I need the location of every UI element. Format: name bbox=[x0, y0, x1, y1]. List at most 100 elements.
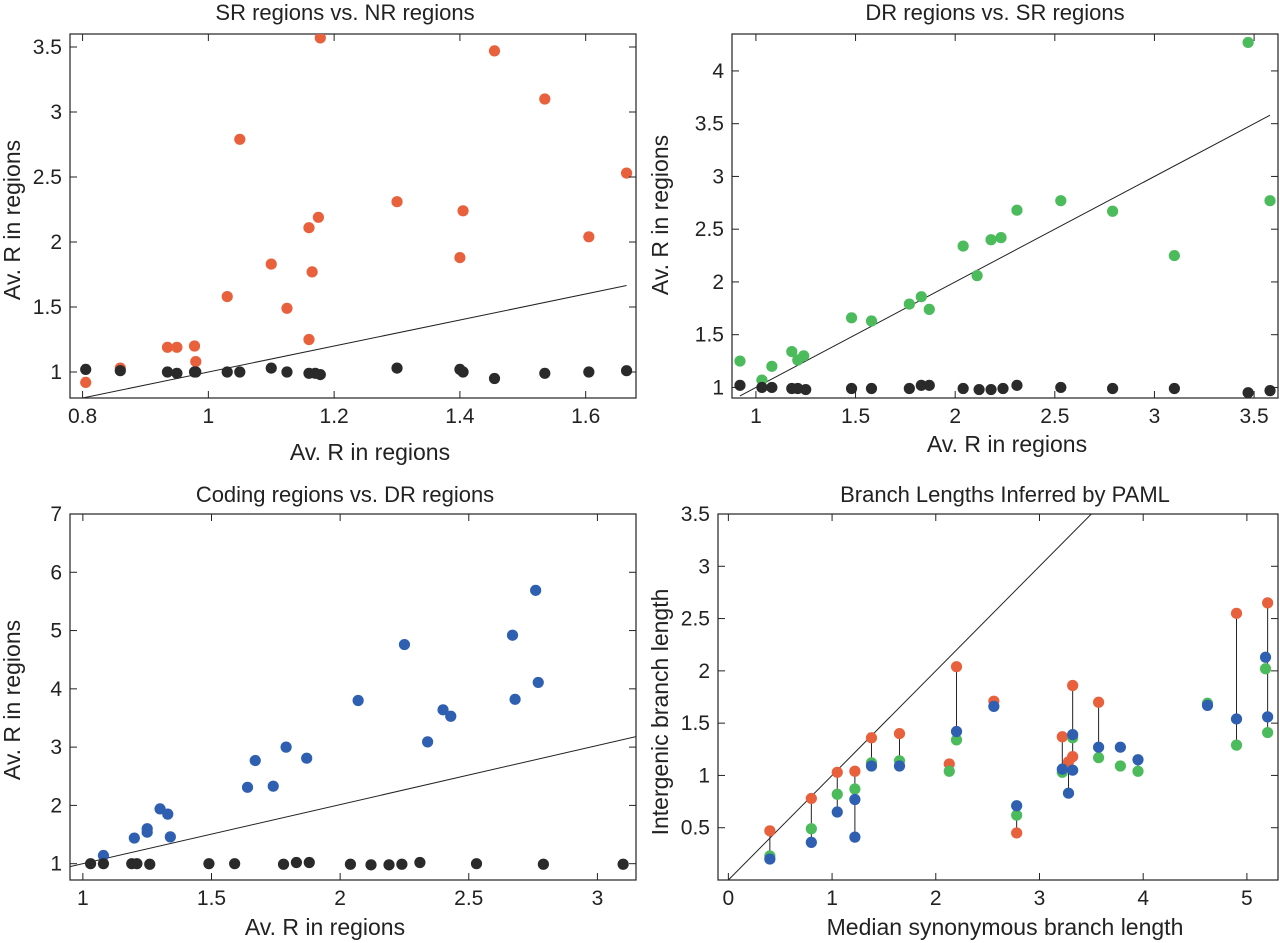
y-axis-label: Av. R in regions bbox=[647, 135, 673, 295]
panel-coding-vs-dr: Coding regions vs. DR regions Av. R in r… bbox=[0, 482, 637, 940]
data-point-green bbox=[845, 312, 858, 324]
data-point-orange bbox=[893, 728, 906, 740]
data-point-blue bbox=[445, 710, 457, 722]
x-tick-label: 1 bbox=[203, 405, 215, 428]
reference-line bbox=[82, 285, 627, 398]
data-point-green bbox=[766, 360, 778, 372]
data-point-blue bbox=[1011, 800, 1023, 812]
data-point-blue bbox=[805, 836, 817, 848]
data-point-blue bbox=[509, 693, 521, 705]
x-axis-label: Av. R in regions bbox=[927, 431, 1087, 457]
data-point-orange bbox=[620, 167, 633, 179]
data-point-blue bbox=[141, 823, 153, 835]
data-point-green bbox=[831, 788, 843, 800]
y-tick-label: 2 bbox=[50, 231, 62, 254]
y-tick-label: 2 bbox=[50, 794, 62, 817]
data-point-green bbox=[865, 315, 878, 327]
data-point-black bbox=[171, 367, 183, 379]
data-point-green bbox=[915, 291, 927, 303]
data-point-blue bbox=[1067, 764, 1079, 776]
data-point-orange bbox=[221, 291, 233, 303]
data-point-blue bbox=[398, 638, 411, 651]
data-layer bbox=[70, 584, 636, 871]
data-point-orange bbox=[1262, 597, 1274, 609]
data-point-orange bbox=[831, 766, 843, 778]
data-point-black bbox=[277, 858, 290, 870]
data-point-green bbox=[1230, 739, 1243, 751]
data-point-green bbox=[923, 303, 935, 315]
data-point-blue bbox=[1056, 763, 1068, 775]
x-tick-label: 1.4 bbox=[445, 405, 475, 428]
data-point-green bbox=[957, 240, 969, 252]
data-point-black bbox=[903, 382, 915, 395]
data-point-black bbox=[84, 858, 97, 870]
data-point-orange bbox=[1056, 731, 1068, 743]
y-tick-label: 1 bbox=[712, 376, 724, 399]
y-axis-label: Av. R in regions bbox=[0, 620, 25, 780]
data-point-orange bbox=[161, 341, 174, 353]
data-point-orange bbox=[188, 340, 201, 352]
data-point-blue bbox=[893, 760, 906, 772]
data-point-black bbox=[845, 382, 858, 395]
y-tick-label: 2.5 bbox=[33, 166, 62, 189]
data-point-black bbox=[314, 369, 326, 381]
data-point-black bbox=[265, 362, 277, 374]
y-tick-label: 6 bbox=[50, 561, 62, 584]
x-axis-label: Av. R in regions bbox=[290, 439, 450, 465]
data-point-blue bbox=[352, 694, 364, 707]
data-point-orange bbox=[583, 231, 595, 243]
data-point-black bbox=[1107, 382, 1119, 395]
data-point-black bbox=[144, 858, 156, 870]
x-axis-label: Median synonymous branch length bbox=[827, 914, 1184, 940]
data-point-green bbox=[1107, 205, 1119, 217]
data-point-black bbox=[131, 858, 143, 870]
data-point-orange bbox=[1092, 696, 1105, 708]
data-point-blue bbox=[1262, 711, 1274, 723]
data-point-blue bbox=[249, 754, 261, 767]
x-tick-label: 2.5 bbox=[454, 887, 483, 910]
plot-frame bbox=[69, 513, 637, 881]
x-tick-label: 3 bbox=[1149, 405, 1161, 428]
data-point-green bbox=[1055, 195, 1067, 207]
data-point-orange bbox=[391, 196, 403, 208]
y-axis-label: Av. R in regions bbox=[0, 140, 25, 300]
data-point-green bbox=[786, 345, 798, 358]
reference-line bbox=[70, 736, 636, 868]
y-tick-label: 1 bbox=[698, 764, 710, 787]
y-tick-label: 3 bbox=[712, 165, 724, 188]
data-point-black bbox=[488, 372, 501, 385]
reference-line bbox=[728, 514, 1092, 880]
data-point-blue bbox=[437, 704, 449, 716]
y-tick-label: 7 bbox=[50, 503, 62, 526]
data-point-green bbox=[1264, 195, 1276, 207]
data-point-blue bbox=[301, 752, 313, 764]
y-tick-label: 0.5 bbox=[681, 817, 710, 840]
data-point-black bbox=[756, 381, 768, 394]
plot-frame bbox=[717, 513, 1279, 881]
data-point-black bbox=[1168, 382, 1180, 395]
data-point-black bbox=[620, 365, 633, 377]
y-tick-label: 2 bbox=[712, 271, 724, 294]
data-point-orange bbox=[306, 266, 318, 278]
data-point-black bbox=[229, 858, 241, 870]
data-point-black bbox=[281, 366, 293, 378]
data-point-orange bbox=[457, 205, 469, 217]
data-point-black bbox=[957, 382, 969, 395]
data-point-black bbox=[457, 366, 469, 378]
reference-line bbox=[739, 114, 1271, 397]
data-point-black bbox=[997, 382, 1009, 395]
data-point-blue bbox=[422, 736, 434, 748]
x-tick-label: 1.5 bbox=[197, 887, 226, 910]
data-point-black bbox=[396, 858, 408, 870]
data-point-blue bbox=[162, 808, 174, 820]
x-tick-label: 2 bbox=[930, 887, 942, 910]
data-point-orange bbox=[1067, 751, 1079, 763]
x-tick-label: 1 bbox=[826, 887, 838, 910]
y-tick-label: 3 bbox=[50, 736, 62, 759]
data-point-orange bbox=[454, 252, 466, 264]
data-point-blue bbox=[128, 832, 140, 844]
data-point-blue bbox=[280, 741, 292, 753]
x-tick-label: 5 bbox=[1241, 887, 1253, 910]
data-point-black bbox=[617, 858, 629, 870]
data-point-blue bbox=[267, 780, 279, 792]
